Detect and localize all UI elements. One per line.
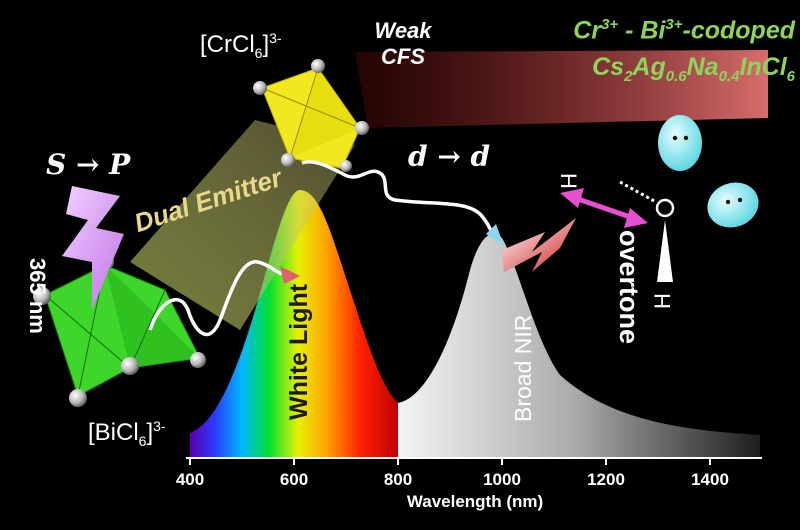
cr-octahedron <box>253 59 369 172</box>
cl-atom <box>121 357 139 375</box>
cl-atom <box>281 153 295 167</box>
bi-emission-wave-arrow <box>148 260 283 337</box>
hydrogen-atom-label: H <box>649 293 675 309</box>
overtone-double-arrow <box>560 188 648 228</box>
x-tick-label: 1000 <box>483 470 521 489</box>
x-tick-label: 400 <box>176 470 204 489</box>
lone-pair-lobe <box>707 182 759 228</box>
weak-cfs-label: Weak CFS <box>374 18 432 69</box>
hydrogen-atom-label: H <box>555 173 581 189</box>
white-light-label: White Light <box>285 283 313 420</box>
arrowhead <box>486 224 504 246</box>
d-to-d-transition-label: d → d <box>408 140 491 173</box>
nir-lightning-icon <box>502 218 576 272</box>
cr-complex-label: [CrCl6]3- <box>200 30 282 61</box>
x-axis-ticks: 400 600 800 1000 1200 1400 <box>176 458 729 489</box>
cl-atom <box>340 160 352 172</box>
cl-atom <box>33 287 51 305</box>
excitation-lightning-icon <box>62 186 124 310</box>
excitation-wavelength-label: 365 nm <box>25 258 50 334</box>
cl-atom <box>311 59 325 73</box>
x-tick-label: 600 <box>280 470 308 489</box>
s-to-p-transition-label: S → P <box>46 148 131 181</box>
cl-atom <box>253 81 267 95</box>
dual-emitter-beam <box>130 120 355 330</box>
broad-nir-spectrum <box>398 233 760 458</box>
compound-title: Cr3+ - Bi3+-codoped Cs2Ag0.6Na0.4InCl6 <box>573 16 795 86</box>
cl-atom <box>355 121 369 135</box>
x-tick-label: 1400 <box>691 470 729 489</box>
x-axis-label: Wavelength (nm) <box>407 492 543 511</box>
oxygen-atom <box>655 198 675 218</box>
broad-nir-label: Broad NIR <box>510 314 536 422</box>
lone-pair-lobe <box>658 115 702 171</box>
cl-atom <box>69 389 87 407</box>
arrowhead <box>280 266 300 284</box>
wedge-bond <box>657 220 673 282</box>
bi-complex-label: [BiCl6]3- <box>88 418 166 449</box>
overtone-label: overtone <box>614 230 644 345</box>
cl-atom <box>190 352 206 368</box>
weak-cfs-beam <box>355 50 768 128</box>
water-molecule <box>619 115 759 282</box>
x-tick-label: 1200 <box>587 470 625 489</box>
x-tick-label: 800 <box>384 470 412 489</box>
white-light-spectrum <box>190 190 398 458</box>
cr-emission-wave-arrow <box>301 160 494 234</box>
